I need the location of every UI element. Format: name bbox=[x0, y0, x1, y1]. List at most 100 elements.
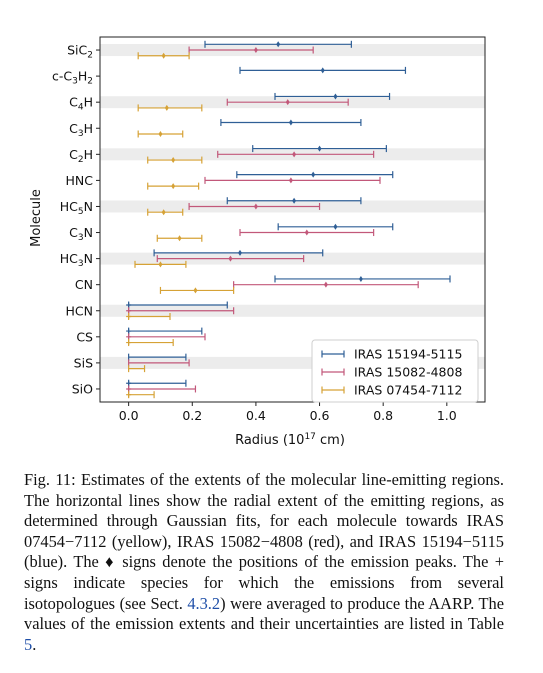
error-bar bbox=[226, 98, 349, 106]
row-band bbox=[100, 304, 485, 317]
table-link[interactable]: 5 bbox=[24, 634, 33, 654]
plus-marker bbox=[126, 313, 132, 319]
error-bar bbox=[126, 301, 228, 309]
y-axis-label: Molecule bbox=[29, 189, 44, 247]
error-bar bbox=[277, 223, 394, 231]
data-marks bbox=[126, 40, 451, 399]
caption-text-1: Fig. 11: Estimates of the extents of the… bbox=[24, 470, 504, 613]
error-bar bbox=[188, 202, 321, 210]
plus-marker bbox=[126, 386, 132, 392]
y-tick-label: HNC bbox=[66, 173, 94, 188]
y-tick-label: SiS bbox=[74, 355, 93, 370]
peak-diamond-marker bbox=[333, 93, 338, 100]
error-bar bbox=[128, 365, 146, 373]
error-bar bbox=[204, 176, 381, 184]
y-tick-label: SiO bbox=[72, 381, 93, 396]
x-tick-label: 0.6 bbox=[310, 408, 330, 423]
peak-diamond-marker bbox=[276, 41, 281, 48]
peak-diamond-marker bbox=[317, 145, 322, 152]
peak-diamond-marker bbox=[358, 275, 363, 282]
error-bar bbox=[220, 119, 362, 127]
peak-diamond-marker bbox=[311, 171, 316, 178]
error-bar bbox=[156, 255, 305, 263]
peak-diamond-marker bbox=[171, 183, 176, 190]
figure-caption: Fig. 11: Estimates of the extents of the… bbox=[24, 470, 504, 655]
error-bar bbox=[126, 391, 155, 399]
y-tick-label: HCN bbox=[66, 303, 93, 318]
peak-diamond-marker bbox=[253, 203, 258, 210]
x-tick-label: 1.0 bbox=[437, 408, 457, 423]
section-link[interactable]: 4.3.2 bbox=[187, 593, 221, 613]
peak-diamond-marker bbox=[161, 52, 166, 59]
error-bar bbox=[233, 281, 419, 289]
plus-marker bbox=[126, 308, 132, 314]
error-bar bbox=[137, 104, 203, 112]
plus-marker bbox=[126, 392, 132, 398]
legend-box bbox=[311, 339, 479, 403]
legend-label: IRAS 15194-5115 bbox=[354, 347, 462, 362]
x-axis-label: Radius (1017 cm) bbox=[235, 432, 345, 448]
y-tick-label: CS bbox=[76, 329, 93, 344]
error-bar bbox=[226, 197, 362, 205]
y-tick-label: HC3N bbox=[60, 251, 93, 269]
error-bar bbox=[147, 156, 203, 164]
error-bar bbox=[217, 150, 375, 158]
y-tick-label: C2H bbox=[69, 147, 93, 165]
y-tick-label: SiC2 bbox=[67, 43, 93, 61]
peak-diamond-marker bbox=[193, 287, 198, 294]
plus-marker bbox=[126, 328, 132, 334]
error-bar bbox=[137, 130, 184, 138]
caption-text-2: ) were averaged to produce the AARP. The… bbox=[24, 593, 504, 634]
x-tick-label: 0.8 bbox=[373, 408, 393, 423]
x-axis-ticks: 0.0 0.2 0.4 0.6 0.8 1.0 bbox=[119, 402, 457, 423]
error-bar bbox=[134, 260, 187, 268]
peak-diamond-marker bbox=[320, 67, 325, 74]
legend: IRAS 15194-5115 IRAS 15082-4808 IRAS 07454… bbox=[311, 339, 479, 403]
peak-diamond-marker bbox=[228, 255, 233, 262]
y-tick-label: HC5N bbox=[60, 199, 93, 217]
caption-text-3: . bbox=[32, 634, 37, 654]
legend-label: IRAS 07454-7112 bbox=[354, 383, 462, 398]
legend-label: IRAS 15082-4808 bbox=[354, 365, 462, 380]
peak-diamond-marker bbox=[292, 151, 297, 158]
error-bar-chart: SiC2 c-C3H2 C4H C3H C2H HNC HC5N C3N HC3N CN HCN CS… bbox=[29, 36, 486, 448]
error-bar bbox=[147, 208, 184, 216]
error-bar bbox=[126, 327, 203, 335]
y-tick-label: C3N bbox=[69, 225, 93, 243]
error-bar bbox=[126, 333, 206, 341]
x-tick-label: 0.4 bbox=[246, 408, 266, 423]
error-bar bbox=[156, 234, 203, 242]
x-tick-label: 0.0 bbox=[119, 408, 139, 423]
plus-marker bbox=[126, 340, 132, 346]
error-bar bbox=[239, 229, 375, 237]
peak-diamond-marker bbox=[333, 223, 338, 230]
peak-diamond-marker bbox=[292, 197, 297, 204]
plus-marker bbox=[126, 334, 132, 340]
y-tick-label: C4H bbox=[69, 95, 93, 113]
error-bar bbox=[126, 307, 235, 315]
x-tick-label: 0.2 bbox=[182, 408, 202, 423]
error-bar bbox=[126, 379, 187, 387]
error-bar bbox=[236, 171, 394, 179]
peak-diamond-marker bbox=[164, 104, 169, 111]
error-bar bbox=[252, 145, 387, 153]
y-tick-label: CN bbox=[75, 277, 93, 292]
y-tick-label: C3H bbox=[69, 121, 93, 139]
plus-marker bbox=[126, 302, 132, 308]
error-bar bbox=[126, 312, 171, 320]
peak-diamond-marker bbox=[171, 157, 176, 164]
peak-diamond-marker bbox=[288, 119, 293, 126]
error-bar bbox=[153, 249, 324, 257]
peak-diamond-marker bbox=[177, 235, 182, 242]
error-bar bbox=[126, 385, 197, 393]
peak-diamond-marker bbox=[158, 130, 163, 137]
peak-diamond-marker bbox=[253, 47, 258, 54]
peak-diamond-marker bbox=[304, 229, 309, 236]
error-bar bbox=[239, 66, 407, 74]
error-bar bbox=[137, 52, 190, 60]
peak-diamond-marker bbox=[323, 281, 328, 288]
error-bar bbox=[159, 286, 235, 294]
peak-diamond-marker bbox=[285, 99, 290, 106]
peak-diamond-marker bbox=[238, 249, 242, 256]
plus-marker bbox=[126, 380, 132, 386]
